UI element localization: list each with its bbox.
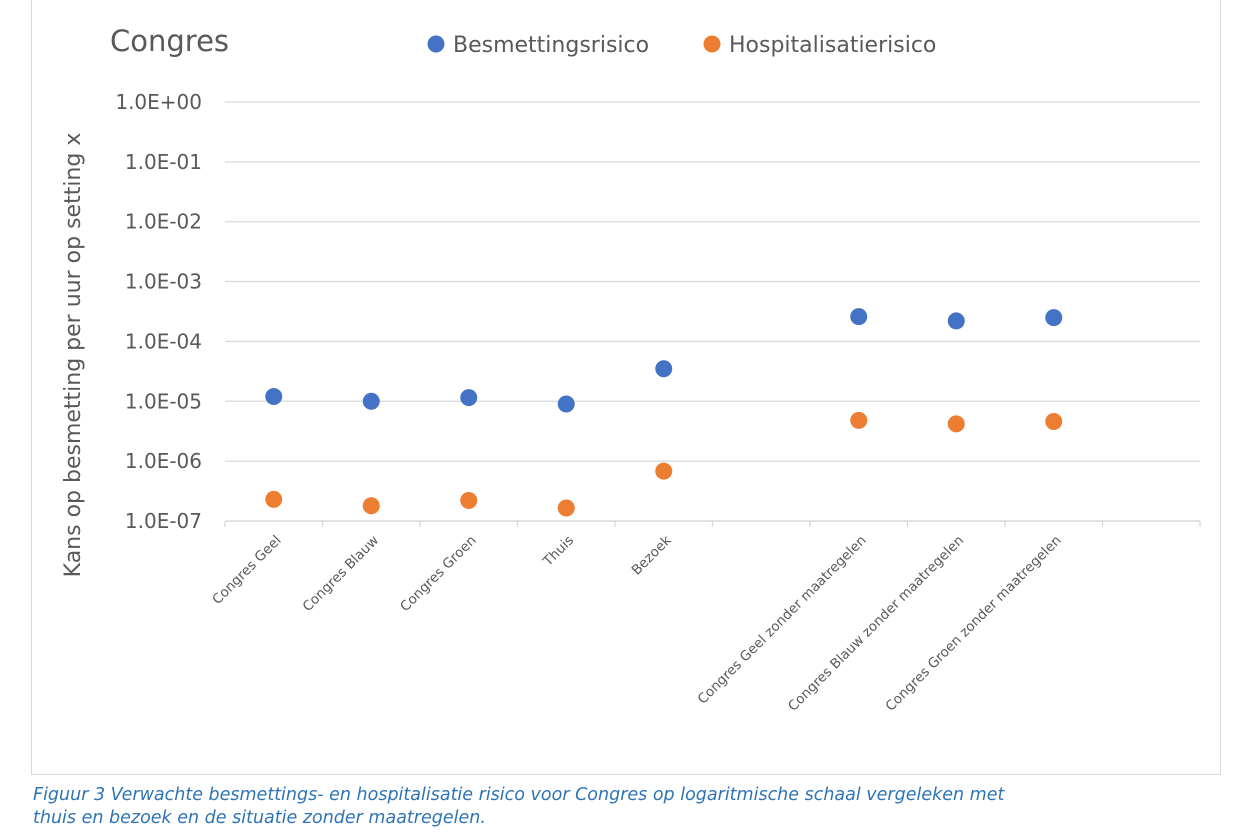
- data-point-hospitalisatierisico: [1045, 412, 1063, 430]
- data-point-besmettingsrisico: [1045, 309, 1063, 327]
- y-axis-ticks: 1.0E+00 1.0E-01 1.0E-02 1.0E-03 1.0E-04 1.0E-…: [115, 90, 202, 533]
- data-point-besmettingsrisico: [265, 388, 283, 406]
- x-tick-label: Bezoek: [629, 532, 675, 578]
- chart-svg: Congres Besmettingsrisico Hospitalisatier…: [61, 24, 1201, 715]
- chart-title: Congres: [110, 24, 229, 58]
- data-point-besmettingsrisico: [655, 360, 673, 378]
- figure-caption: Figuur 3 Verwachte besmettings- en hospi…: [33, 784, 1223, 830]
- data-point-hospitalisatierisico: [265, 490, 283, 508]
- data-point-hospitalisatierisico: [947, 415, 965, 433]
- x-tick-label: Congres Geel zonder maatregelen: [695, 533, 870, 708]
- chart-frame: [31, 0, 1221, 775]
- legend-marker: [427, 35, 445, 53]
- y-axis-label: Kans op besmetting per uur op setting x: [61, 133, 86, 578]
- y-tick-label: 1.0E-07: [125, 509, 202, 533]
- x-tick-label: Congres Groen: [397, 533, 479, 615]
- y-tick-label: 1.0E+00: [115, 90, 202, 114]
- legend-marker: [703, 35, 721, 53]
- data-point-besmettingsrisico: [362, 392, 380, 410]
- data-point-hospitalisatierisico: [362, 497, 380, 515]
- caption-line-1: Figuur 3 Verwachte besmettings- en hospi…: [33, 785, 1005, 805]
- legend-label: Hospitalisatierisico: [729, 33, 936, 58]
- legend: Besmettingsrisico Hospitalisatierisico: [427, 33, 936, 58]
- data-point-besmettingsrisico: [460, 389, 478, 407]
- caption-line-2: thuis en bezoek en de situatie zonder ma…: [33, 808, 486, 828]
- data-point-hospitalisatierisico: [557, 499, 575, 517]
- data-points: [265, 308, 1063, 517]
- x-axis-labels: Congres Geel Congres Blauw Congres Groen Th…: [209, 532, 1064, 714]
- x-tick-label: Thuis: [539, 533, 577, 571]
- data-point-besmettingsrisico: [557, 395, 575, 413]
- x-axis: [224, 520, 1201, 527]
- x-tick-label: Congres Blauw: [300, 533, 382, 615]
- y-tick-label: 1.0E-06: [125, 449, 202, 473]
- gridlines: [225, 101, 1200, 462]
- data-point-besmettingsrisico: [850, 308, 868, 326]
- data-point-hospitalisatierisico: [655, 462, 673, 480]
- y-tick-label: 1.0E-04: [125, 329, 202, 353]
- y-tick-label: 1.0E-01: [125, 150, 202, 174]
- x-tick-label: Congres Groen zonder maatregelen: [883, 533, 1065, 715]
- y-tick-label: 1.0E-02: [125, 210, 202, 234]
- data-point-hospitalisatierisico: [850, 411, 868, 429]
- x-tick-label: Congres Blauw zonder maatregelen: [785, 533, 967, 715]
- data-point-besmettingsrisico: [947, 312, 965, 330]
- y-tick-label: 1.0E-03: [125, 270, 202, 294]
- legend-label: Besmettingsrisico: [453, 33, 649, 58]
- data-point-hospitalisatierisico: [460, 492, 478, 510]
- y-tick-label: 1.0E-05: [125, 389, 202, 413]
- x-tick-label: Congres Geel: [209, 533, 284, 608]
